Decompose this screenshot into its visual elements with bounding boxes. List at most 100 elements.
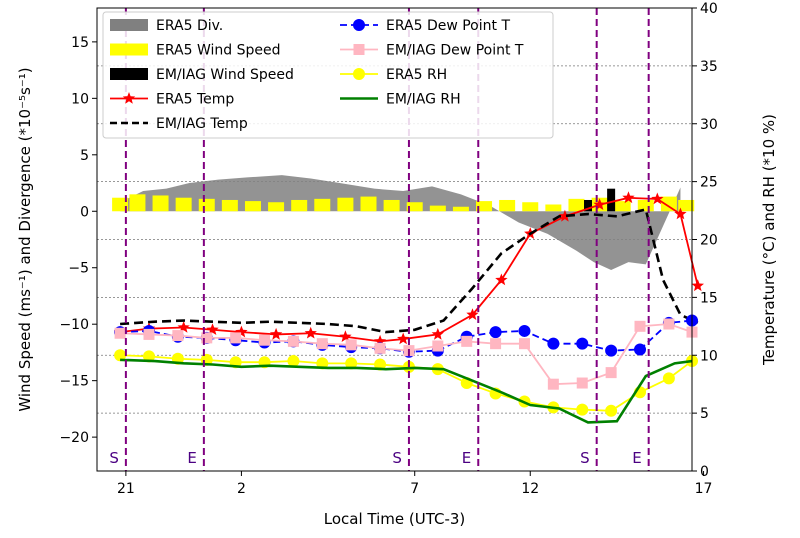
era5-rh-point: [287, 355, 300, 368]
era5-temp-point: [495, 273, 508, 286]
left-y-tick-label: 15: [71, 35, 89, 51]
em-iag-dew-point-t-point: [576, 377, 588, 389]
right-y-tick-label: 40: [700, 1, 718, 17]
era5-temp-point: [373, 334, 387, 347]
era5-temp-point: [651, 192, 664, 205]
em-iag-wind-speed-legend-label: EM/IAG Wind Speed: [156, 67, 294, 83]
x-tick-label: 12: [521, 481, 539, 497]
era5-temp-point: [593, 198, 606, 210]
left-y-tick-label: −20: [59, 430, 89, 446]
em-iag-dew-point-t-point: [201, 332, 213, 344]
em-iag-dew-point-t-point: [172, 330, 184, 342]
era5-wind-bar: [660, 196, 677, 212]
emiag-wind-bar: [584, 199, 593, 212]
left-y-axis-label: Wind Speed (ms⁻¹) and Divergence (*10⁻⁵s…: [16, 67, 34, 411]
em-iag-dew-point-t-point: [605, 367, 617, 379]
divergence-area-layer: [120, 175, 681, 270]
era5-temp-point: [177, 321, 190, 333]
event-label: S: [392, 449, 402, 467]
era5-temp-point: [235, 325, 248, 338]
em-iag-dew-point-t-point: [432, 340, 444, 352]
era5-wind-bar: [112, 197, 129, 212]
era5-temp-point: [206, 323, 219, 335]
era5-dew-point-t-legend-marker: [353, 19, 365, 31]
era5-wind-bar: [268, 202, 285, 212]
era5-wind-bar: [568, 198, 585, 212]
em-iag-dew-point-t-point: [490, 338, 502, 350]
era5-wind-bar: [406, 202, 423, 212]
era5-temp-point: [304, 326, 317, 339]
era5-rh-point: [662, 372, 675, 385]
em-iag-dew-point-t-legend-label: EM/IAG Dew Point T: [386, 43, 524, 59]
era5-rh-point: [576, 403, 589, 416]
era5-wind-bar: [476, 201, 493, 212]
era5-wind-bar: [360, 196, 377, 212]
era5-wind-bar: [175, 197, 192, 212]
era5-wind-bar: [198, 198, 215, 212]
em-iag-dew-point-t-point: [663, 318, 675, 330]
emiag-wind-bar: [607, 188, 616, 212]
era5-rh-legend-label: ERA5 RH: [386, 67, 447, 83]
x-tick-label: 17: [695, 481, 713, 497]
em-iag-rh-legend-label: EM/IAG RH: [386, 92, 461, 108]
era5-div--legend-swatch: [110, 19, 148, 31]
em-iag-wind-speed-legend-swatch: [110, 68, 148, 80]
right-y-tick-label: 35: [700, 59, 718, 75]
event-label: S: [109, 449, 119, 467]
era5-dew-point-t-point: [576, 337, 589, 350]
era5-wind-bar: [545, 204, 562, 212]
right-y-tick-label: 20: [700, 233, 718, 249]
left-y-tick-label: 5: [80, 148, 89, 164]
era5-temp-point: [466, 308, 479, 320]
era5-temp-point: [674, 207, 687, 220]
era5-wind-bar: [291, 199, 308, 212]
era5-temp-legend-label: ERA5 Temp: [156, 92, 234, 108]
x-axis-label: Local Time (UTC-3): [324, 510, 466, 528]
era5-temp-point: [691, 279, 704, 292]
era5-temp-point: [339, 330, 352, 342]
era5-wind-bar: [522, 202, 539, 212]
left-y-tick-label: −5: [68, 261, 89, 277]
era5-wind-bar: [244, 201, 261, 212]
right-y-tick-label: 10: [700, 348, 718, 364]
right-y-tick-label: 5: [700, 406, 709, 422]
em-iag-dew-point-t-point: [461, 335, 473, 347]
era5-dew-point-t-legend-label: ERA5 Dew Point T: [386, 18, 510, 34]
era5-wind-bar: [337, 197, 354, 212]
em-iag-dew-point-t-legend-marker: [353, 44, 365, 55]
era5-wind-bar: [221, 199, 238, 212]
era5-wind-bar: [614, 201, 631, 212]
em-iag-dew-point-t-point: [316, 338, 328, 350]
era5-temp-line: [119, 196, 699, 343]
event-label: E: [632, 449, 641, 467]
right-y-axis-label: Temperature (°C) and RH (*10 %): [760, 114, 778, 366]
x-tick-label: 7: [410, 481, 419, 497]
em-iag-dew-point-t-point: [230, 332, 242, 344]
event-label: E: [462, 449, 471, 467]
event-label: E: [187, 449, 196, 467]
era5-wind-bar: [129, 194, 146, 212]
wind-speed-bar-layer: [112, 188, 695, 212]
em-iag-dew-point-t-point: [259, 334, 271, 346]
right-y-tick-label: 0: [700, 464, 709, 480]
era5-wind-bar: [499, 199, 516, 212]
x-tick-label: 2: [237, 481, 246, 497]
series-line-layer: [113, 191, 704, 424]
era5-dew-point-t-point: [547, 337, 560, 350]
right-y-tick-label: 30: [700, 117, 718, 133]
left-y-tick-label: 0: [80, 204, 89, 220]
era5-temp-point: [558, 209, 572, 222]
divergence-area: [120, 175, 681, 270]
era5-temp-point: [397, 332, 410, 345]
legend: ERA5 Div. ERA5 Wind Speed EM/IAG Wind Spee…: [102, 11, 554, 139]
era5-wind-bar: [429, 205, 446, 212]
legend-box: [102, 11, 554, 139]
era5-rh-point: [605, 404, 618, 417]
right-y-tick-label: 25: [700, 175, 718, 191]
era5-temp-point: [431, 327, 444, 340]
event-label: S: [580, 449, 590, 467]
em-iag-dew-point-t-point: [114, 327, 126, 339]
era5-wind-bar: [383, 199, 400, 212]
axis-layer: 21 2 7 12 17 −20 −15 −10 −5 0 5 10 15 0 5 10 15 20 25 30 35 4…: [59, 1, 717, 497]
